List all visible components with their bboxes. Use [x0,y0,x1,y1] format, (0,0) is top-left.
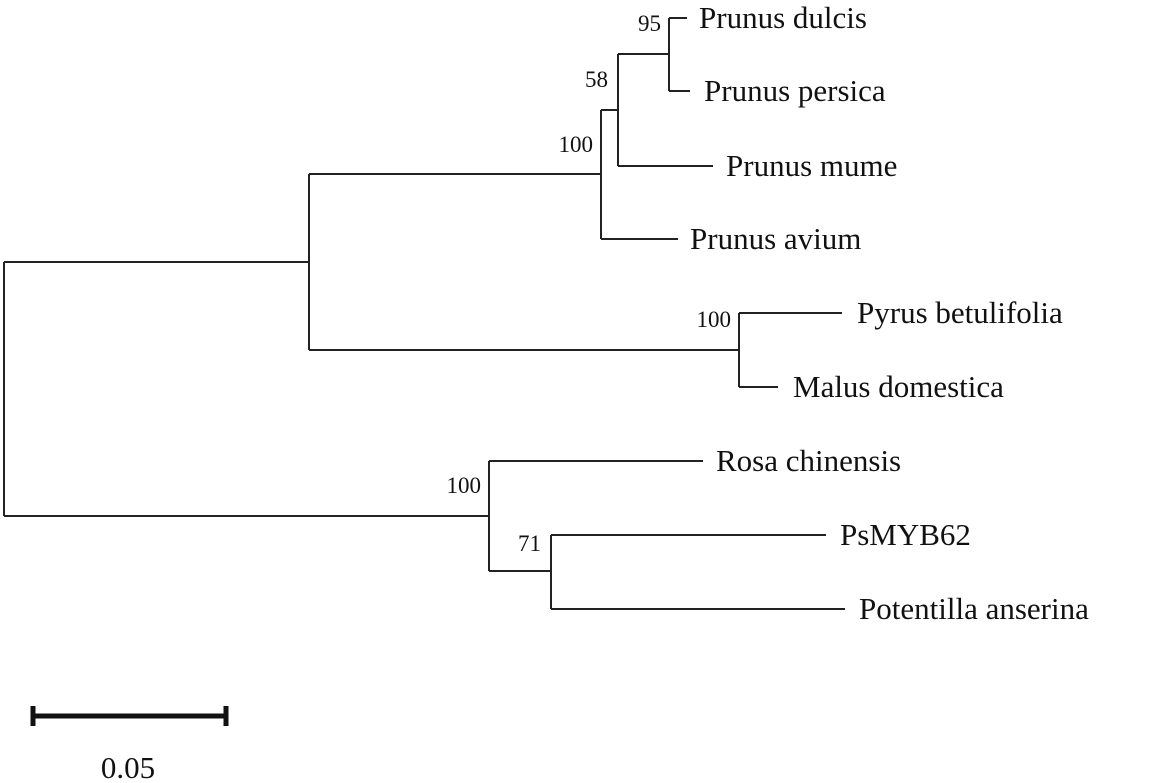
bootstrap-label: 100 [697,307,732,332]
scale-bar-label: 0.05 [101,750,155,783]
bootstrap-label: 71 [518,531,541,556]
taxon-label: Prunus avium [690,221,861,256]
taxon-label: PsMYB62 [840,517,971,552]
taxon-label: Prunus persica [704,73,886,108]
taxon-label: Pyrus betulifolia [857,295,1063,330]
bootstrap-label: 95 [638,11,661,36]
scale-bar [30,706,229,726]
bootstrap-label: 100 [447,473,482,498]
taxon-label: Malus domestica [793,369,1004,404]
taxon-label: Potentilla anserina [859,591,1089,626]
bootstrap-label: 58 [585,67,608,92]
taxon-label: Rosa chinensis [716,443,901,478]
bootstrap-label: 100 [559,132,594,157]
taxon-label: Prunus mume [726,148,897,183]
taxon-label: Prunus dulcis [699,0,867,35]
